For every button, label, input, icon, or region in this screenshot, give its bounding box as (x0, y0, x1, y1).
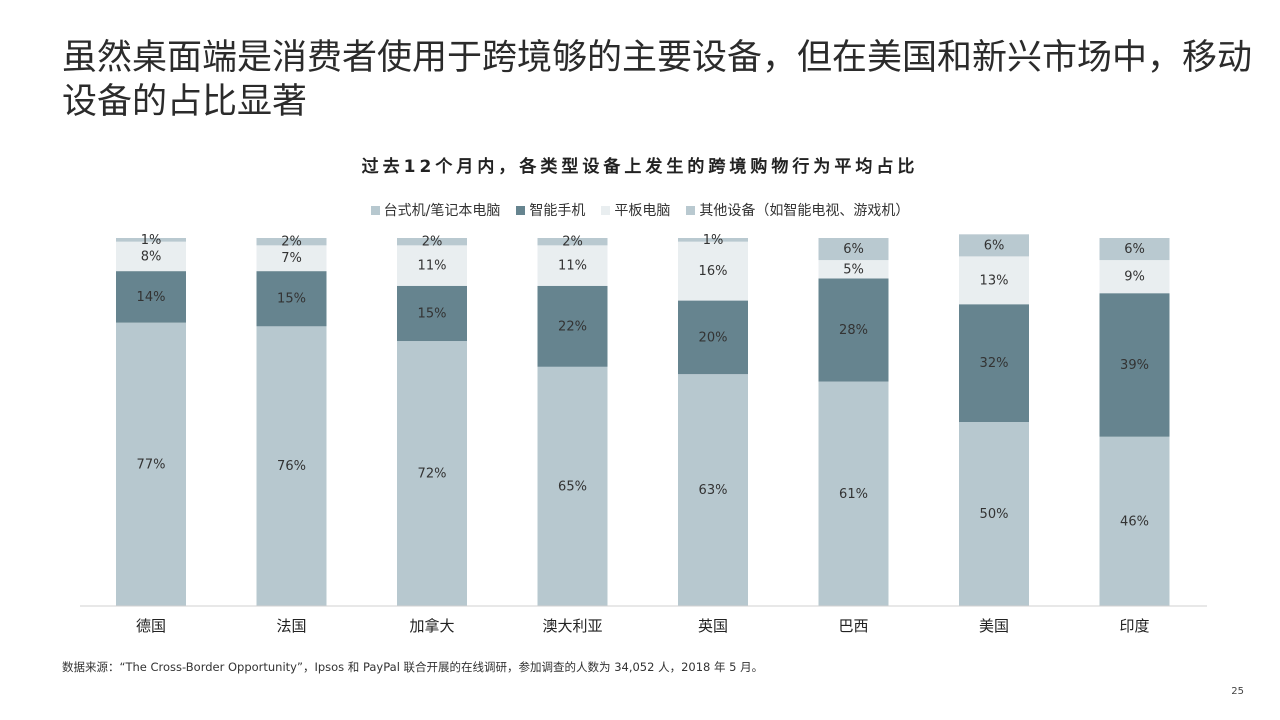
data-label: 7% (281, 251, 302, 266)
legend-swatch (370, 205, 380, 215)
data-label: 65% (558, 479, 587, 494)
data-label: 61% (839, 487, 868, 502)
bar-segment (537, 285, 608, 367)
bar-segment (959, 304, 1029, 422)
page-number: 25 (1231, 686, 1244, 697)
data-label: 11% (418, 259, 447, 274)
legend-label: 其他设备（如智能电视、游戏机） (699, 203, 910, 219)
data-label: 39% (1120, 358, 1149, 373)
bar-segment (256, 245, 327, 272)
category-label: 美国 (979, 617, 1009, 635)
data-label: 9% (1124, 270, 1145, 285)
bar-segment (1099, 293, 1170, 437)
legend-swatch (516, 205, 526, 215)
stacked-bar-chart: 77%14%8%1%德国76%15%7%2%法国72%15%11%2%加拿大65… (80, 233, 1207, 635)
category-label: 法国 (276, 617, 306, 635)
data-label: 46% (1120, 514, 1149, 529)
legend-item-other: 其他设备（如智能电视、游戏机） (686, 200, 909, 220)
bar-segment (818, 238, 889, 261)
bar-segment (678, 238, 748, 242)
legend-item-smartphone: 智能手机 (516, 200, 585, 220)
bar-segment (116, 271, 186, 323)
bar-segment (537, 238, 608, 246)
category-label: 德国 (136, 617, 166, 635)
data-label: 28% (839, 323, 868, 338)
bar-segment (1099, 436, 1170, 606)
bar-segment (256, 271, 327, 327)
bar-segment (256, 238, 327, 246)
bar-segment (818, 278, 889, 382)
category-label: 英国 (698, 617, 728, 635)
bar-segment (959, 234, 1029, 257)
bar-segment (116, 322, 186, 606)
legend-item-tablet: 平板电脑 (601, 200, 670, 220)
data-label: 15% (418, 306, 447, 321)
chart-legend: 台式机/笔记本电脑 智能手机 平板电脑 其他设备（如智能电视、游戏机） (0, 200, 1280, 220)
category-label: 印度 (1119, 617, 1149, 635)
bar-segment (256, 326, 327, 606)
bar-segment (959, 256, 1029, 305)
bar-segment (537, 366, 608, 606)
bar-segment (397, 285, 467, 342)
bar-segment (537, 245, 608, 286)
bar-segment (678, 241, 748, 301)
data-label: 8% (141, 249, 162, 264)
data-label: 76% (277, 459, 306, 474)
data-label: 63% (699, 483, 728, 498)
data-label: 72% (418, 467, 447, 482)
legend-label: 智能手机 (529, 203, 586, 219)
data-label: 1% (141, 233, 162, 248)
legend-label: 台式机/笔记本电脑 (383, 203, 501, 219)
legend-item-desktop: 台式机/笔记本电脑 (370, 200, 501, 220)
page-title: 虽然桌面端是消费者使用于跨境够的主要设备，但在美国和新兴市场中，移动设备的占比显… (62, 38, 1253, 122)
bar-segment (1099, 260, 1170, 294)
data-label: 6% (843, 242, 864, 257)
bar-segment (397, 245, 467, 286)
data-label: 6% (1124, 242, 1145, 257)
chart-title: 过去12个月内，各类型设备上发生的跨境购物行为平均占比 (361, 157, 919, 177)
data-label: 15% (277, 292, 306, 307)
bar-segment (116, 238, 186, 242)
bar-segment (818, 381, 889, 606)
data-label: 11% (558, 259, 587, 274)
bar-segment (397, 341, 467, 606)
legend-label: 平板电脑 (614, 203, 671, 219)
data-label: 2% (281, 235, 302, 250)
legend-swatch (601, 205, 611, 215)
data-label: 14% (137, 290, 166, 305)
data-label: 77% (137, 457, 166, 472)
data-label: 50% (980, 507, 1009, 522)
category-label: 加拿大 (409, 617, 454, 635)
bar-segment (959, 422, 1029, 606)
data-label: 20% (699, 330, 728, 345)
bar-segment (397, 238, 467, 246)
legend-swatch (686, 205, 696, 215)
bar-segment (678, 300, 748, 375)
data-label: 16% (699, 264, 728, 279)
bar-segment (678, 374, 748, 606)
data-label: 1% (703, 233, 724, 248)
source-note: 数据来源：“The Cross-Border Opportunity”，Ipso… (62, 660, 764, 674)
category-label: 巴西 (838, 617, 868, 635)
data-label: 2% (422, 235, 443, 250)
data-label: 6% (984, 238, 1005, 253)
data-label: 13% (980, 273, 1009, 288)
data-label: 22% (558, 319, 587, 334)
data-label: 32% (980, 356, 1009, 371)
data-label: 5% (843, 262, 864, 277)
bar-segment (1099, 238, 1170, 261)
bar-segment (818, 260, 889, 279)
bar-segment (116, 241, 186, 272)
category-label: 澳大利亚 (542, 617, 602, 635)
data-label: 2% (562, 235, 583, 250)
